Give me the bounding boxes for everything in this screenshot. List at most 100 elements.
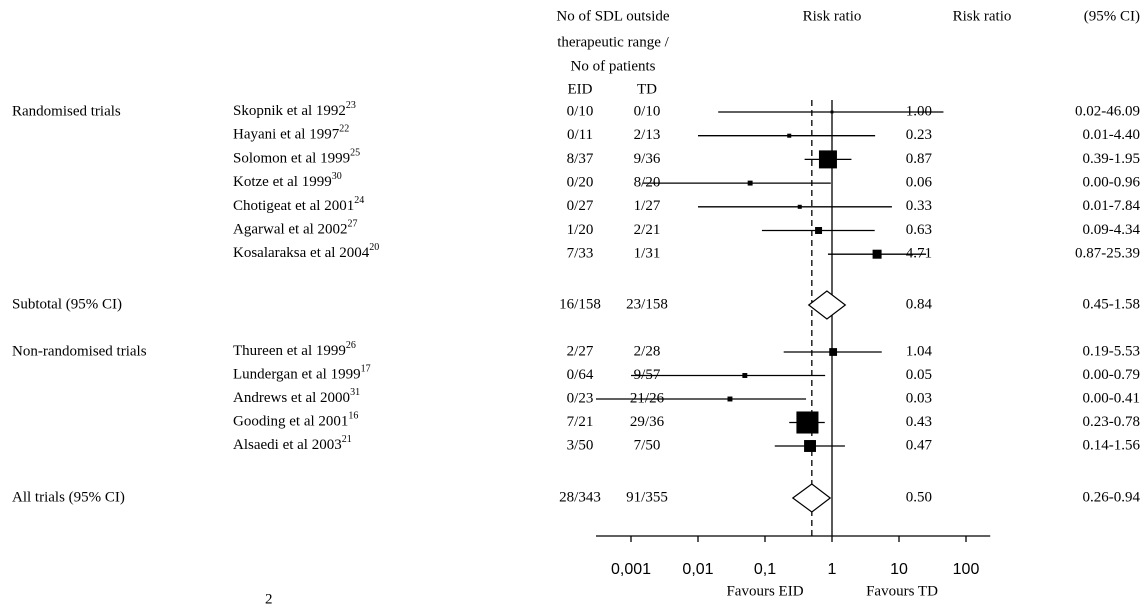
point-estimate [804, 440, 816, 452]
td-count: 9/36 [634, 151, 661, 167]
header: No of SDL outside [556, 8, 670, 24]
point-estimate [872, 249, 882, 259]
eid-count: 8/37 [567, 151, 594, 167]
eid-count: 0/23 [567, 390, 594, 406]
rr-label: 0.03 [906, 390, 932, 406]
td-count: 2/13 [634, 127, 661, 143]
study-name: Thureen et al 199926 [233, 340, 356, 359]
point-estimate [818, 150, 837, 169]
point-estimate [815, 227, 823, 234]
study-title: Andrews et al 2000 [233, 390, 350, 406]
point-estimate [829, 348, 838, 356]
eid-count: 0/27 [567, 198, 594, 214]
td-count: 0/10 [634, 103, 661, 119]
point-estimate [747, 180, 753, 186]
study-name: Solomon et al 199925 [233, 148, 360, 167]
rr-label: 0.87 [906, 151, 933, 167]
study-title: Hayani et al 1997 [233, 127, 340, 143]
rr-label: 0.47 [906, 437, 933, 453]
header: Risk ratio [953, 8, 1012, 24]
x-tick-label: 0,1 [754, 561, 776, 578]
study-ref: 22 [339, 124, 349, 135]
study-name: Kosalaraksa et al 200420 [233, 242, 379, 261]
header: No of patients [571, 58, 656, 74]
study-title: Thureen et al 1999 [233, 343, 346, 359]
study-name: Chotigeat et al 200124 [233, 195, 364, 214]
study-name: Lundergan et al 199917 [233, 364, 371, 383]
header: EID [568, 81, 593, 97]
header: therapeutic range / [557, 34, 669, 50]
rr-label: 0.43 [906, 414, 932, 430]
group-label: Randomised trials [12, 103, 121, 119]
favours-label: Favours EID [726, 583, 803, 599]
header: TD [637, 81, 657, 97]
study-ref: 26 [346, 340, 356, 351]
ci-label: 0.02-46.09 [1075, 103, 1140, 119]
ci-label: 0.45-1.58 [1083, 296, 1141, 312]
eid-count: 1/20 [567, 222, 594, 238]
td-count: 7/50 [634, 437, 661, 453]
study-ref: 21 [342, 434, 352, 445]
study-name: Alsaedi et al 200321 [233, 434, 352, 453]
point-estimate [727, 396, 733, 402]
x-tick-label: 10 [890, 561, 908, 578]
ci-label: 0.23-0.78 [1083, 414, 1141, 430]
study-title: Agarwal et al 2002 [233, 222, 348, 238]
study-name: Skopnik et al 199223 [233, 100, 356, 119]
point-estimate [797, 204, 802, 209]
td-count: 1/31 [634, 246, 661, 262]
td-count: 2/21 [634, 222, 661, 238]
rr-label: 0.33 [906, 198, 932, 214]
study-ref: 24 [354, 195, 364, 206]
group-label: Non-randomised trials [12, 343, 147, 359]
eid-count: 0/11 [567, 127, 593, 143]
x-tick-label: 100 [953, 561, 980, 578]
study-ref: 20 [369, 242, 379, 253]
ci-label: 0.00-0.79 [1083, 367, 1141, 383]
eid-count: 28/343 [559, 489, 601, 505]
study-name: Agarwal et al 200227 [233, 219, 358, 238]
ci-label: 0.14-1.56 [1083, 437, 1141, 453]
study-title: Alsaedi et al 2003 [233, 437, 342, 453]
rr-label: 0.50 [906, 489, 932, 505]
study-name: Hayani et al 199722 [233, 124, 349, 143]
ci-label: 0.01-4.40 [1083, 127, 1141, 143]
study-ref: 30 [332, 171, 342, 182]
summary-label: All trials (95% CI) [12, 489, 125, 505]
study-ref: 31 [350, 387, 360, 398]
summary-label: Subtotal (95% CI) [12, 296, 122, 312]
rr-label: 0.84 [906, 296, 933, 312]
rr-label: 1.04 [906, 343, 933, 359]
rr-label: 0.06 [906, 175, 933, 191]
point-estimate [787, 133, 792, 138]
study-title: Skopnik et al 1992 [233, 103, 346, 119]
eid-count: 7/33 [567, 246, 594, 262]
summary-diamond [791, 483, 832, 513]
header: Risk ratio [803, 8, 862, 24]
study-name: Andrews et al 200031 [233, 387, 360, 406]
x-tick-label: 1 [828, 561, 837, 578]
td-count: 1/27 [634, 198, 661, 214]
favours-label: Favours TD [866, 583, 938, 599]
study-title: Gooding et al 2001 [233, 414, 348, 430]
study-ref: 23 [346, 100, 356, 111]
study-ref: 16 [348, 411, 358, 422]
eid-count: 7/21 [567, 414, 594, 430]
ci-label: 0.87-25.39 [1075, 246, 1140, 262]
ci-label: 0.39-1.95 [1083, 151, 1141, 167]
study-ref: 27 [348, 219, 358, 230]
eid-count: 16/158 [559, 296, 601, 312]
td-count: 91/355 [626, 489, 668, 505]
eid-count: 2/27 [567, 343, 594, 359]
rr-label: 0.05 [906, 367, 932, 383]
study-ref: 17 [361, 364, 371, 375]
study-title: Kotze et al 1999 [233, 175, 332, 191]
x-tick-label: 0,001 [611, 561, 651, 578]
td-count: 23/158 [626, 296, 668, 312]
ci-label: 0.09-4.34 [1083, 222, 1141, 238]
study-title: Kosalaraksa et al 2004 [233, 246, 370, 262]
ci-label: 0.26-0.94 [1083, 489, 1141, 505]
rr-label: 0.23 [906, 127, 932, 143]
td-count: 2/28 [634, 343, 661, 359]
